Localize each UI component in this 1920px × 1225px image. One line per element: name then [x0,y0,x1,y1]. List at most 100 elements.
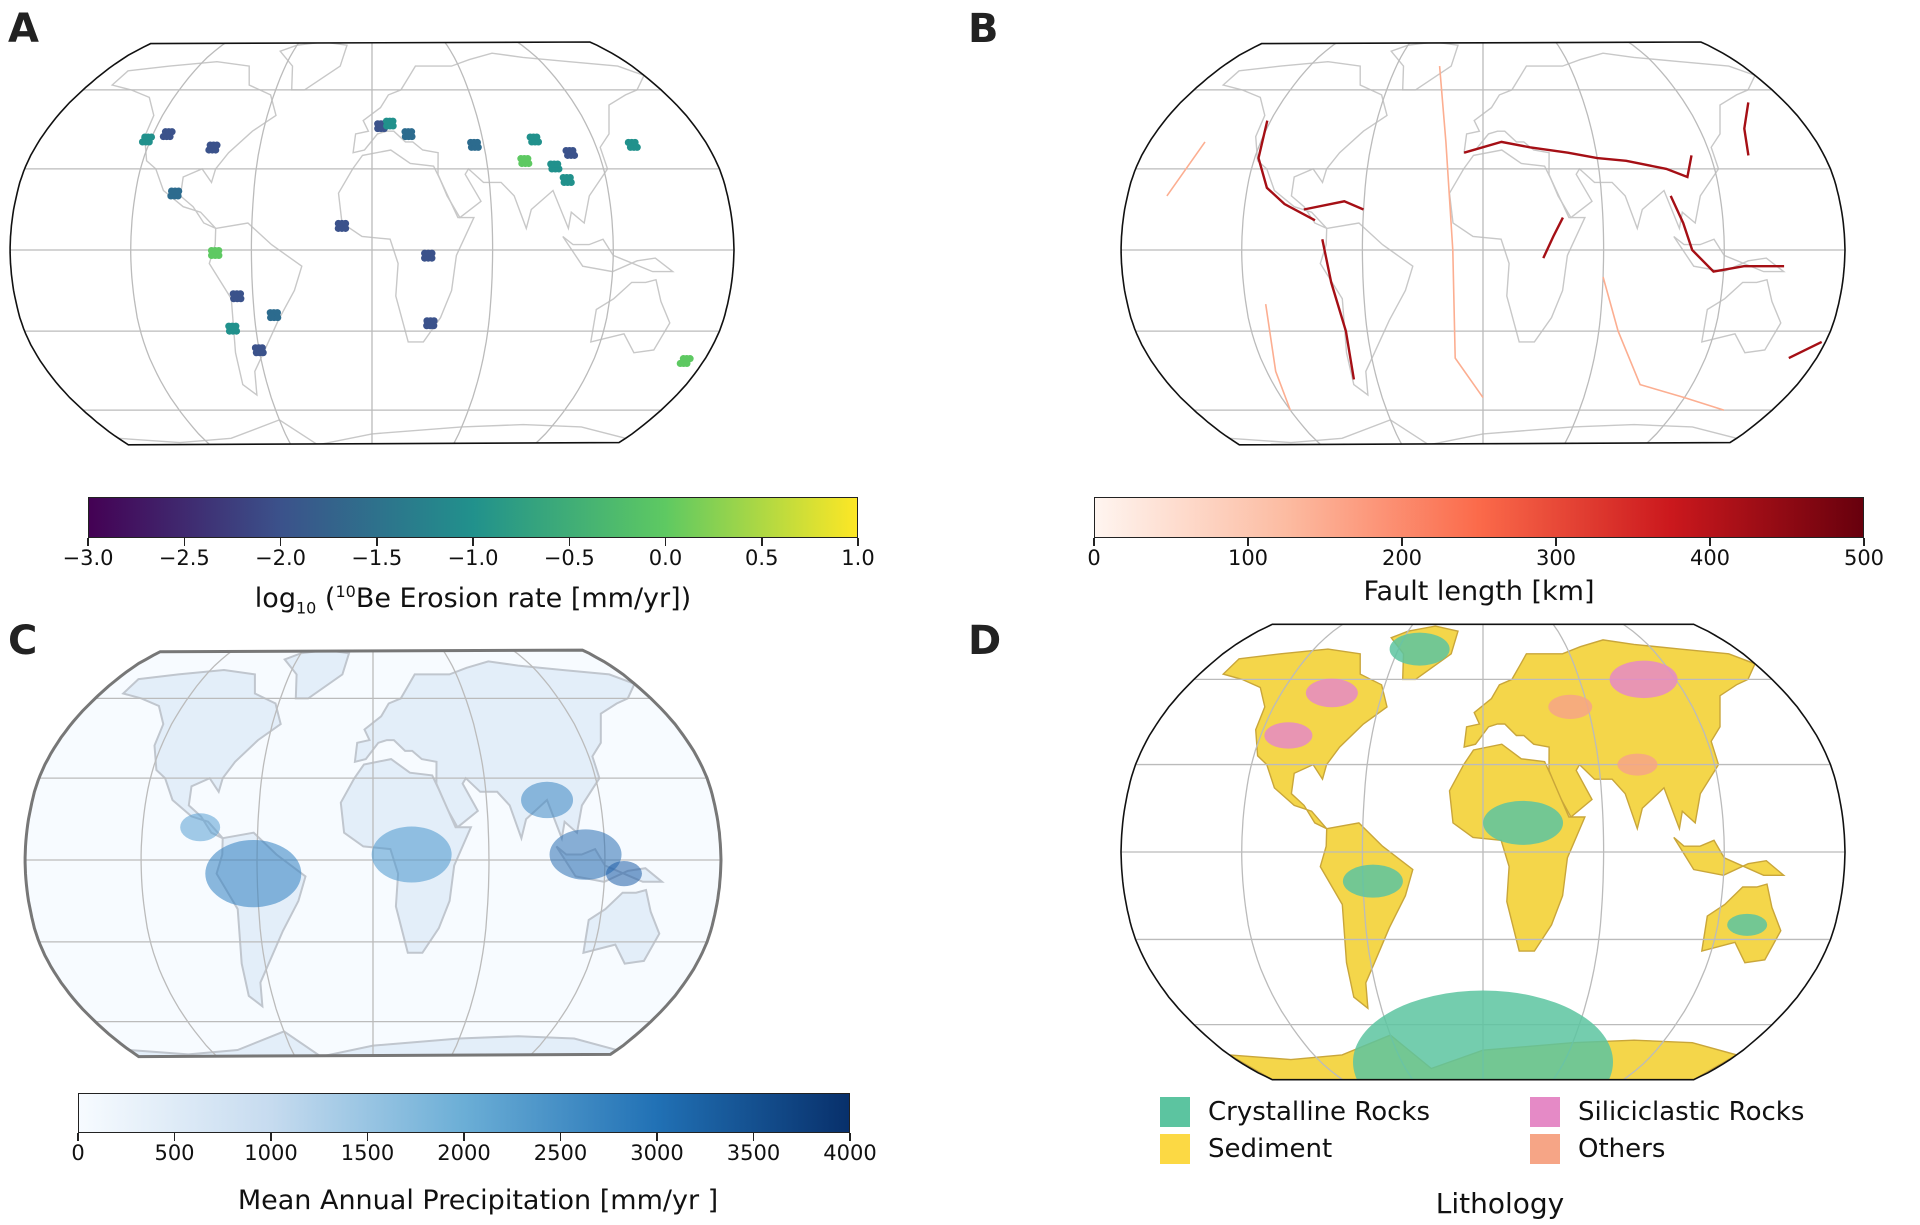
meridian-line [1241,42,1355,445]
colorbar-tick-label: 0.5 [745,546,779,570]
panel-letter: A [8,6,39,52]
colorbar-tick [849,1133,851,1141]
colorbar-tick [77,1133,79,1141]
erosion-sample-point [175,187,183,195]
continent-outline [352,52,645,231]
colorbar-tick-label: −2.5 [158,546,210,570]
fault-line [1669,195,1785,273]
erosion-sample-point [631,138,639,147]
erosion-sample-point [236,290,245,298]
erosion-sample-point [566,173,574,182]
continent-outline [110,60,277,230]
erosion-sample-point [554,160,562,168]
legend-title: Lithology [1435,1187,1565,1220]
ridge-line [1438,66,1484,399]
colorbar-title: Fault length [km] [1363,576,1595,607]
continent-outline [279,42,348,91]
colorbar-tick [366,1133,369,1141]
world-map [1120,41,1846,446]
continent-outline [589,278,671,354]
meridian-line [500,42,614,445]
legend-item-crystalline: Crystalline Rocks [1160,1097,1430,1127]
high-precipitation-area [549,829,622,880]
erosion-sample-point [533,133,541,141]
fault-line [1788,340,1823,360]
continent-outline [1390,42,1459,91]
colorbar-tick [1093,538,1095,546]
colorbar-tick-label: 3500 [726,1141,781,1165]
colorbar-tick-label: 500 [154,1141,195,1165]
colorbar-tick-label: 1000 [244,1141,298,1165]
fault-line [1463,140,1693,179]
continent-outline [1463,639,1756,832]
colorbar-tick-label: 2000 [437,1141,491,1165]
colorbar-tick [87,538,89,546]
fault-line [1303,200,1364,211]
legend-item-siliciclastic: Siliciclastic Rocks [1530,1097,1804,1127]
erosion-sample-point [168,128,176,136]
colorbar-tick [568,538,570,546]
world-map [1120,623,1846,1081]
erosion-sample-point [147,133,156,141]
erosion-sample-point [407,128,416,136]
colorbar-tick-label: −1.5 [351,546,403,570]
meridian-line [250,42,309,445]
colorbar-tick-label: 1500 [340,1141,395,1165]
high-precipitation-area [180,813,221,842]
panel-letter: D [968,618,1002,664]
colorbar-title: Mean Annual Precipitation [mm/yr ] [237,1185,719,1216]
colorbar-title: log10 (10Be Erosion rate [mm/yr]) [254,582,692,618]
map-content [1121,42,1845,445]
colorbar-gradient [88,497,858,538]
colorbar-tick [1401,538,1403,546]
lithology-region [1609,660,1678,699]
erosion-sample-point [686,355,694,363]
fault-line [1321,238,1356,380]
map-frame [9,41,735,446]
lithology-region [1353,990,1613,1080]
colorbar-tick [1709,538,1711,546]
legend-swatch [1530,1134,1560,1164]
legend-item-others: Others [1530,1134,1665,1164]
colorbar-tick [1863,538,1865,546]
panel-letter: C [8,618,38,664]
erosion-sample-point [213,141,221,149]
colorbar-tick-label: 2500 [533,1141,588,1165]
colorbar-tick-label: 100 [1227,546,1269,570]
erosion-sample-point [341,219,350,228]
erosion-sample-point [524,155,532,163]
map-content [25,650,721,1057]
panel-fault-length: B Fault length [km] 0 100 200 300 400 500 [960,0,1920,612]
meridian-line [434,650,490,1057]
meridian-line [130,42,244,445]
legend-swatch [1530,1097,1560,1127]
colorbar-tick [752,1133,755,1141]
high-precipitation-area [371,826,452,883]
colorbar-tick-label: −2.0 [255,546,306,570]
panel-lithology: D Crystalline Rocks Siliciclastic Rocks … [960,612,1920,1224]
continent-outline [1448,149,1586,343]
meridian-line [435,42,494,445]
colorbar-tick-label: 0 [71,1141,85,1165]
lithology-region [1617,753,1658,776]
erosion-sample-point [258,344,266,352]
colorbar-tick-label: 3000 [630,1141,684,1165]
colorbar-tick-label: 0.0 [648,546,683,570]
map-frame [23,648,723,1059]
fault-line [1257,120,1316,222]
ridge-line [1166,141,1206,197]
erosion-sample-point [473,138,481,147]
continent-outline [1700,278,1782,354]
lithology-region [1264,722,1313,749]
colorbar-tick [183,538,185,546]
map-frame [1120,623,1846,1081]
colorbar-tick [472,538,474,546]
map-frame [1120,41,1846,446]
high-precipitation-area [521,781,574,819]
meridian-line [1361,42,1420,445]
colorbar-tick-label: 4000 [823,1141,877,1165]
meridian-line [1241,624,1355,1080]
erosion-sample-point [428,249,436,257]
legend-swatch [1160,1097,1190,1127]
legend-item-sediment: Sediment [1160,1134,1332,1164]
